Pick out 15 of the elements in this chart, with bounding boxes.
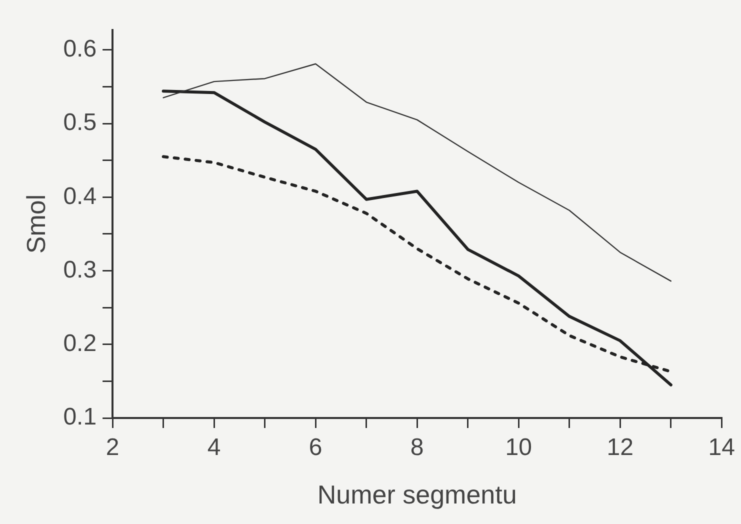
y-tick-label: 0.2 — [63, 330, 97, 357]
y-axis-title: Smol — [20, 194, 51, 254]
x-tick-label: 6 — [308, 434, 322, 462]
y-tick-label: 0.6 — [63, 36, 97, 63]
x-tick-label: 10 — [505, 434, 532, 462]
x-tick-label: 4 — [207, 434, 221, 462]
x-tick-label: 8 — [410, 434, 424, 462]
y-tick-label: 0.3 — [63, 256, 97, 284]
y-tick-label: 0.5 — [63, 109, 97, 136]
x-tick-label: 2 — [106, 434, 120, 462]
x-tick-label: 14 — [708, 434, 736, 462]
y-tick-label: 0.1 — [63, 404, 97, 431]
x-tick-label: 12 — [606, 434, 634, 462]
y-tick-label: 0.4 — [63, 182, 97, 210]
x-axis-title: Numer segmentu — [317, 480, 517, 510]
